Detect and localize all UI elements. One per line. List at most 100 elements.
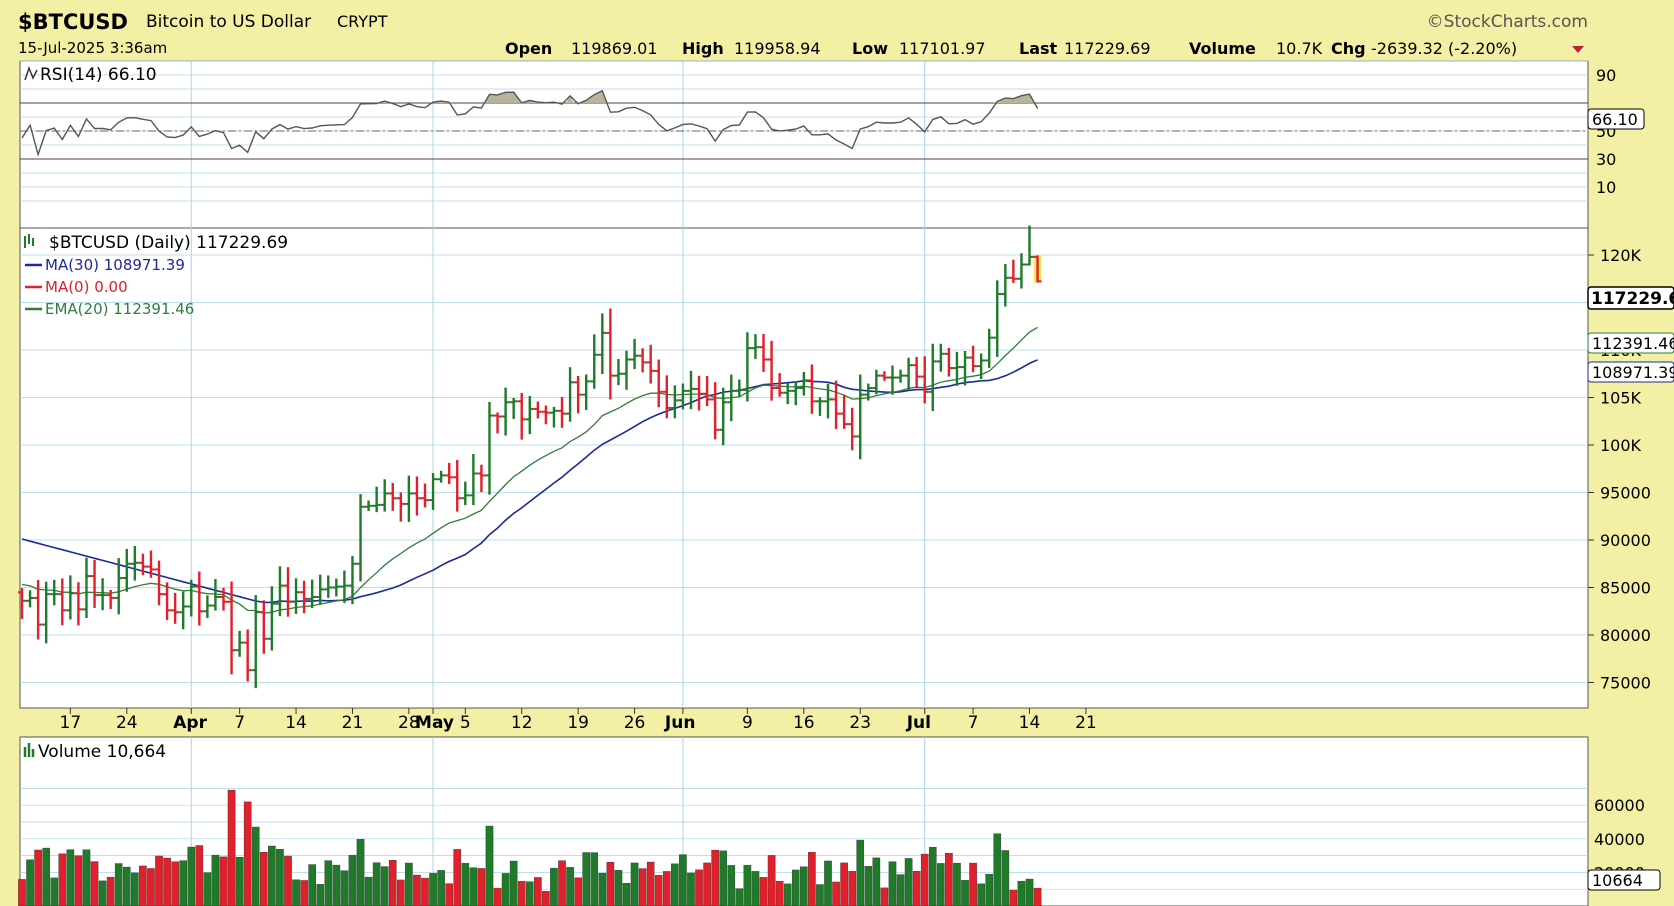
volume-bar bbox=[783, 883, 792, 906]
price-bar bbox=[936, 343, 945, 372]
volume-bar bbox=[324, 860, 333, 906]
volume-bar bbox=[727, 865, 736, 906]
price-bar bbox=[928, 343, 937, 411]
symbol-title: $BTCUSD bbox=[18, 10, 128, 34]
price-bar bbox=[82, 557, 91, 619]
price-bar bbox=[267, 586, 276, 651]
volume-bar bbox=[260, 852, 268, 906]
volume-bar bbox=[638, 868, 647, 906]
price-bar bbox=[695, 375, 704, 411]
volume-bar bbox=[308, 864, 316, 906]
volume-bar bbox=[1017, 880, 1026, 906]
volume-bar bbox=[179, 860, 188, 906]
price-bar bbox=[558, 396, 567, 428]
price-bar bbox=[582, 374, 591, 410]
volume-bar bbox=[912, 871, 921, 906]
price-bar bbox=[815, 397, 824, 416]
price-bar bbox=[1009, 259, 1018, 283]
volume-bar bbox=[848, 871, 856, 906]
price-bar bbox=[364, 500, 373, 511]
volume-bar bbox=[348, 854, 357, 906]
price-label: $BTCUSD (Daily) 117229.69 bbox=[49, 233, 288, 253]
price-tick-label: 90000 bbox=[1600, 531, 1651, 550]
price-bar bbox=[533, 401, 542, 419]
price-bar bbox=[541, 405, 550, 425]
volume-bar bbox=[880, 887, 889, 906]
x-tick-label: 17 bbox=[60, 713, 82, 733]
volume-bar bbox=[928, 846, 937, 906]
volume-bar bbox=[211, 854, 220, 906]
x-tick-label: 9 bbox=[742, 713, 753, 733]
volume-current-value: 10664 bbox=[1592, 871, 1643, 890]
volume-bar bbox=[816, 884, 824, 906]
price-bar bbox=[1033, 255, 1042, 283]
price-bar bbox=[396, 492, 405, 522]
price-bar bbox=[155, 560, 164, 606]
price-bar bbox=[501, 387, 510, 436]
x-tick-label: 24 bbox=[116, 713, 138, 733]
high-label: High bbox=[682, 39, 724, 58]
price-bar bbox=[308, 579, 317, 609]
volume-bar bbox=[791, 869, 800, 906]
price-bar bbox=[944, 347, 953, 377]
price-bar bbox=[646, 344, 655, 384]
price-panel bbox=[19, 227, 1589, 709]
price-bar bbox=[372, 486, 381, 513]
volume-bar bbox=[1025, 878, 1034, 906]
price-bar bbox=[356, 494, 365, 582]
volume-bar bbox=[509, 860, 518, 906]
price-bar bbox=[622, 350, 631, 390]
volume-bar bbox=[195, 845, 204, 906]
rsi-overbought-fill bbox=[566, 95, 575, 103]
price-bar bbox=[517, 392, 526, 440]
volume-bar bbox=[243, 801, 252, 906]
price-bar bbox=[34, 580, 43, 640]
price-bar bbox=[525, 395, 534, 435]
price-bar bbox=[477, 464, 486, 493]
price-bar bbox=[348, 555, 357, 605]
ema20-label: EMA(20) 112391.46 bbox=[45, 300, 194, 318]
price-bar bbox=[404, 475, 413, 522]
volume-bar bbox=[1033, 887, 1042, 906]
quote-summary: Open 119869.01 High 119958.94 Low 117101… bbox=[505, 39, 1584, 58]
price-bar bbox=[662, 375, 671, 419]
price-bar bbox=[300, 580, 309, 614]
volume-bar bbox=[961, 880, 969, 906]
volume-bar bbox=[50, 877, 59, 906]
volume-bar bbox=[203, 872, 212, 906]
price-bar bbox=[485, 401, 494, 495]
price-plot bbox=[18, 225, 1042, 689]
volume-bar bbox=[292, 879, 300, 906]
volume-bar bbox=[98, 880, 107, 906]
x-tick-label: May bbox=[415, 713, 454, 733]
price-bar bbox=[711, 382, 720, 440]
volume-bar bbox=[550, 867, 558, 906]
volume-bar bbox=[405, 862, 413, 906]
volume-bar bbox=[856, 839, 865, 906]
symbol-name: Bitcoin to US Dollar bbox=[146, 12, 311, 32]
volume-bar bbox=[759, 877, 768, 906]
volume-bar bbox=[461, 862, 470, 906]
price-bar bbox=[904, 357, 913, 391]
rsi-current-tag: 66.10 bbox=[1587, 108, 1645, 130]
volume-bar bbox=[114, 863, 123, 906]
volume-bar bbox=[904, 858, 913, 906]
volume-bar bbox=[82, 849, 91, 906]
volume-bar bbox=[832, 881, 840, 906]
price-bar bbox=[227, 581, 236, 675]
price-bar bbox=[719, 387, 728, 446]
volume-bar bbox=[985, 874, 993, 906]
price-bar bbox=[880, 371, 889, 381]
price-tick-label: 100K bbox=[1600, 436, 1642, 455]
volume-bar bbox=[469, 867, 478, 906]
volume-bar bbox=[122, 866, 131, 906]
volume-bar bbox=[808, 852, 816, 906]
volume-bar bbox=[937, 863, 945, 906]
rsi-icon bbox=[24, 65, 38, 81]
ema-tag-value: 112391.46 bbox=[1592, 334, 1674, 353]
volume-bar bbox=[332, 864, 341, 906]
ma0-label: MA(0) 0.00 bbox=[45, 278, 128, 296]
volume-bar bbox=[824, 860, 832, 906]
volume-bar bbox=[284, 855, 292, 906]
volume-bar bbox=[517, 881, 526, 906]
